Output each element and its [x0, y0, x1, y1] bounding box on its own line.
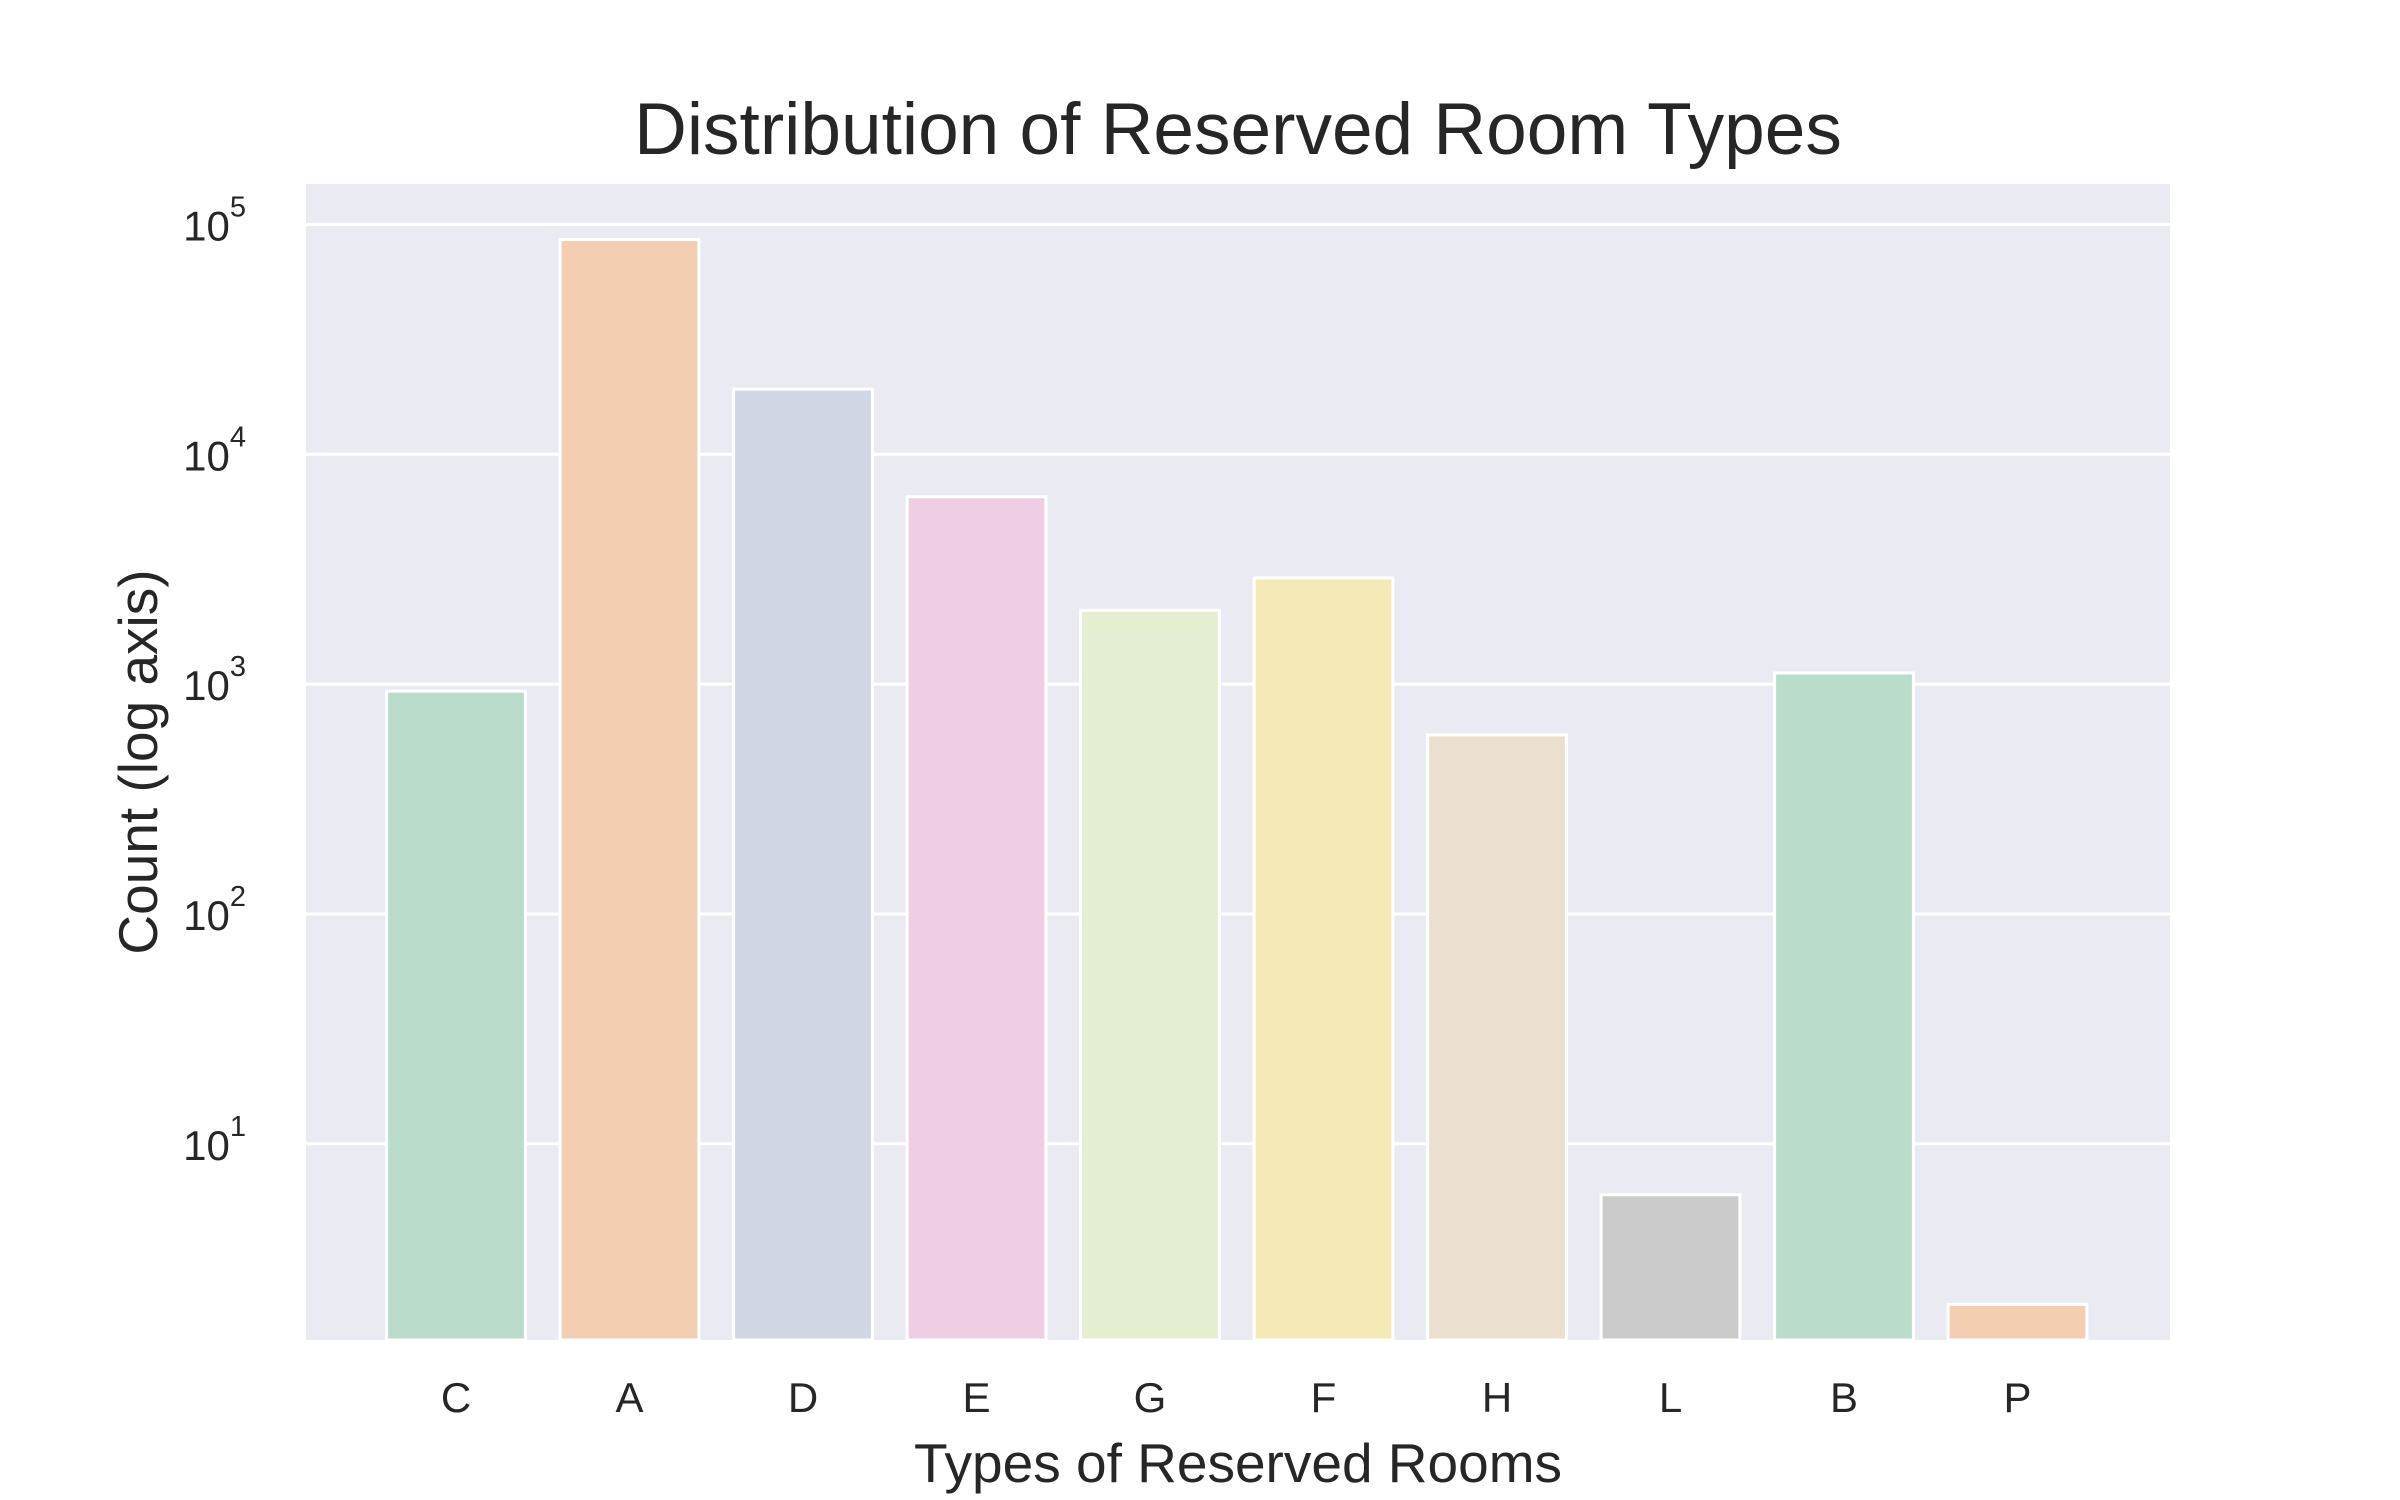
bar-L	[1599, 1193, 1742, 1342]
bar-D	[732, 387, 874, 1342]
chart-title: Distribution of Reserved Room Types	[634, 89, 1842, 170]
bar-G	[1079, 608, 1221, 1342]
bars	[385, 238, 2089, 1342]
bar-P	[1946, 1302, 2089, 1342]
bar-F	[1252, 576, 1395, 1342]
x-tick-label: B	[1830, 1374, 1858, 1421]
y-tick-label: 102	[183, 881, 246, 939]
x-tick-label: A	[615, 1374, 643, 1421]
y-tick-label: 105	[183, 191, 246, 249]
x-tick-label: D	[788, 1374, 818, 1421]
x-tick-label: L	[1659, 1374, 1682, 1421]
x-tick-label: C	[441, 1374, 471, 1421]
y-tick-labels: 101 102 103 104 105	[183, 191, 246, 1168]
y-tick-label: 101	[183, 1111, 246, 1169]
bar-E	[905, 495, 1048, 1342]
x-tick-label: P	[2003, 1374, 2031, 1421]
x-tick-label: H	[1482, 1374, 1512, 1421]
bar-H	[1426, 733, 1568, 1342]
y-tick-label: 103	[183, 651, 246, 709]
bar-B	[1773, 671, 1915, 1342]
x-tick-label: E	[962, 1374, 990, 1421]
x-axis-label: Types of Reserved Rooms	[914, 1432, 1562, 1494]
x-tick-label: F	[1311, 1374, 1337, 1421]
y-tick-label: 104	[183, 421, 246, 479]
bar-A	[558, 238, 701, 1342]
x-tick-label: G	[1134, 1374, 1167, 1421]
y-axis-label: Count (log axis)	[107, 569, 169, 954]
bar-C	[385, 689, 527, 1342]
